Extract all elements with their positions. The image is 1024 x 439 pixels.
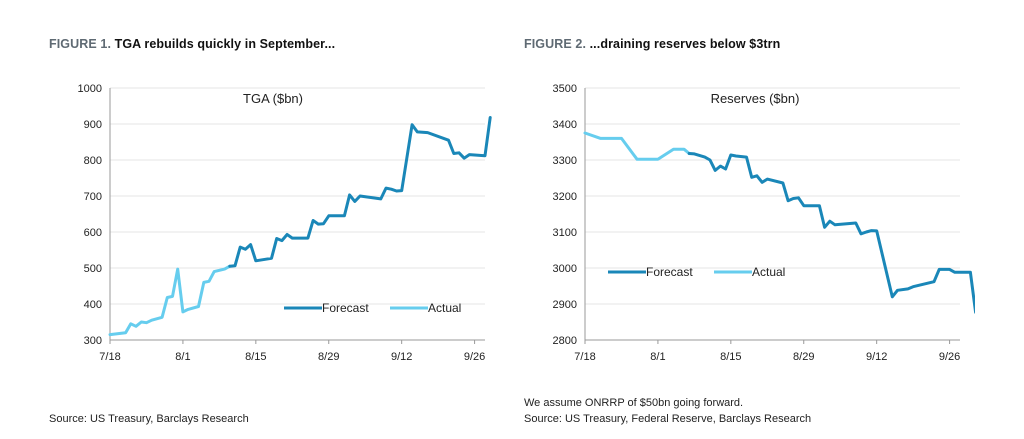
figure-2-text: ...draining reserves below $3trn — [589, 37, 781, 51]
figure-1-source: Source: US Treasury, Barclays Research — [49, 413, 249, 425]
tga-y-tick-label: 300 — [84, 335, 102, 347]
legend-actual-label: Actual — [428, 301, 461, 315]
reserves-series-forecast-line — [687, 152, 975, 314]
tga-x-tick-label: 8/1 — [175, 351, 190, 363]
figure-1-text: TGA rebuilds quickly in September... — [114, 37, 336, 51]
reserves-y-tick-label: 3500 — [553, 83, 577, 95]
tga-y-tick-label: 1000 — [78, 83, 102, 95]
tga-x-tick-label: 9/26 — [464, 351, 485, 363]
tga-x-tick-label: 8/29 — [318, 351, 339, 363]
figure-2-label: FIGURE 2. — [524, 37, 587, 51]
reserves-x-tick-label: 8/15 — [720, 351, 741, 363]
reserves-y-tick-label: 3200 — [553, 191, 577, 203]
tga-y-tick-label: 900 — [84, 119, 102, 131]
reserves-series-actual-line — [583, 131, 691, 161]
tga-series-forecast-line — [228, 116, 492, 268]
tga-chart: 300 400 500 600 700 800 900 1000 7/18 8/1 8/15 8/29… — [78, 83, 492, 363]
tga-series-actual-line — [108, 264, 232, 337]
figure-2-note: We assume ONRRP of $50bn going forward. — [524, 397, 744, 409]
figure-2-title: FIGURE 2. ...draining reserves below $3t… — [524, 37, 780, 51]
tga-x-tick-label: 7/18 — [99, 351, 120, 363]
figure-2-source: Source: US Treasury, Federal Reserve, Ba… — [524, 413, 812, 425]
reserves-chart-title: Reserves ($bn) — [711, 91, 800, 106]
reserves-y-tick-label: 3100 — [553, 227, 577, 239]
legend-forecast-label: Forecast — [322, 301, 369, 315]
tga-y-tick-label: 800 — [84, 155, 102, 167]
tga-y-tick-label: 400 — [84, 299, 102, 311]
reserves-y-tick-label: 3400 — [553, 119, 577, 131]
reserves-y-tick-label: 2900 — [553, 299, 577, 311]
legend-forecast-label: Forecast — [646, 265, 693, 279]
reserves-chart: 2800 2900 3000 3100 3200 3300 3400 3500 7/18 8/1 8… — [553, 83, 975, 363]
tga-y-tick-label: 600 — [84, 227, 102, 239]
tga-x-tick-label: 9/12 — [391, 351, 412, 363]
reserves-y-tick-label: 3300 — [553, 155, 577, 167]
tga-x-tick-label: 8/15 — [245, 351, 266, 363]
figure-1-title: FIGURE 1. TGA rebuilds quickly in Septem… — [49, 37, 335, 51]
reserves-x-tick-label: 9/12 — [866, 351, 887, 363]
reserves-x-tick-label: 8/1 — [650, 351, 665, 363]
tga-y-tick-label: 500 — [84, 263, 102, 275]
figure-1-label: FIGURE 1. — [49, 37, 112, 51]
reserves-x-tick-label: 9/26 — [939, 351, 960, 363]
tga-y-tick-label: 700 — [84, 191, 102, 203]
reserves-y-tick-label: 3000 — [553, 263, 577, 275]
tga-chart-title: TGA ($bn) — [243, 91, 303, 106]
reserves-x-tick-label: 7/18 — [574, 351, 595, 363]
reserves-x-tick-label: 8/29 — [793, 351, 814, 363]
reserves-y-tick-label: 2800 — [553, 335, 577, 347]
legend-actual-label: Actual — [752, 265, 785, 279]
